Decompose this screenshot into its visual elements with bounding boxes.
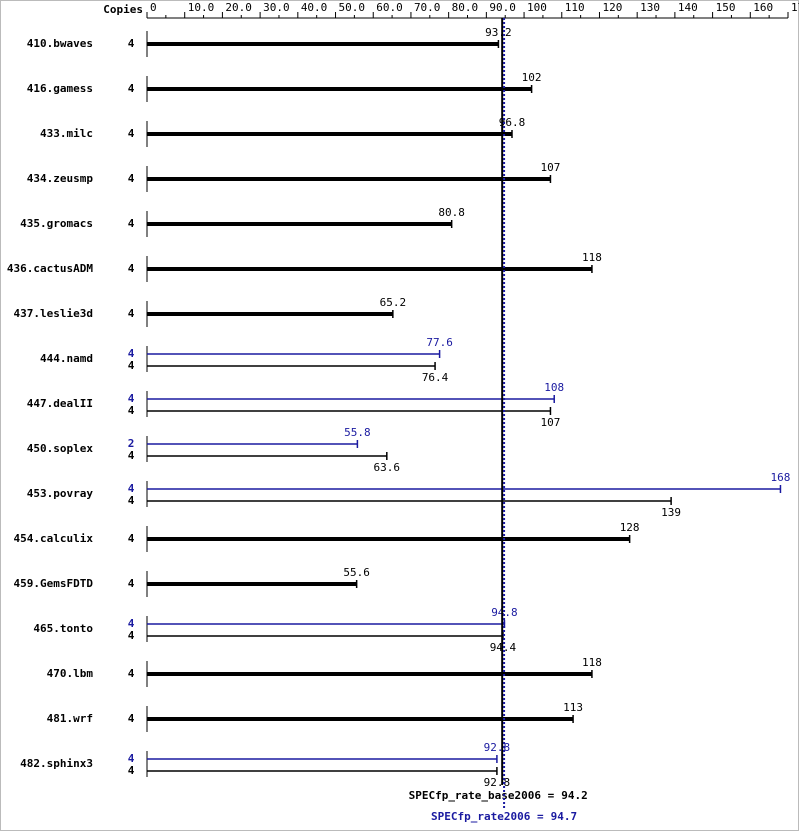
x-tick-label: 50.0 [339,1,366,14]
benchmark-label: 435.gromacs [20,217,93,230]
copies: 4 [128,764,135,777]
x-tick-label: 80.0 [452,1,479,14]
value-label: 80.8 [438,206,465,219]
copies: 4 [128,667,135,680]
reference-label-text: SPECfp_rate2006 = [431,810,544,823]
x-tick-label: 170 [791,1,799,14]
copies: 4 [128,482,135,495]
x-tick-label: 120 [602,1,622,14]
value-label: 168 [771,471,791,484]
copies: 4 [128,262,135,275]
copies: 4 [128,217,135,230]
value-label: 96.8 [499,116,526,129]
copies: 4 [128,82,135,95]
copies: 4 [128,712,135,725]
benchmark-label: 410.bwaves [27,37,93,50]
x-tick-label: 30.0 [263,1,290,14]
copies: 4 [128,449,135,462]
copies: 4 [128,37,135,50]
copies: 4 [128,347,135,360]
x-tick-label: 110 [565,1,585,14]
value-label: 92.8 [484,776,511,789]
value-label: 92.8 [484,741,511,754]
value-label: 102 [522,71,542,84]
copies: 4 [128,629,135,642]
copies: 4 [128,494,135,507]
value-label: 139 [661,506,681,519]
copies-header: Copies [103,3,143,16]
copies: 4 [128,532,135,545]
value-label: 107 [541,416,561,429]
value-label: 93.2 [485,26,512,39]
x-tick-label: 150 [716,1,736,14]
copies: 4 [128,307,135,320]
x-tick-label: 70.0 [414,1,441,14]
value-label: 107 [541,161,561,174]
x-tick-label: 160 [753,1,773,14]
value-label: 77.6 [426,336,453,349]
copies: 2 [128,437,135,450]
benchmark-label: 433.milc [40,127,93,140]
copies: 4 [128,392,135,405]
benchmark-label: 416.gamess [27,82,93,95]
value-label: 128 [620,521,640,534]
reference-label-text: SPECfp_rate_base2006 = [409,789,555,802]
x-tick-label: 130 [640,1,660,14]
x-tick-label: 40.0 [301,1,328,14]
benchmark-label: 470.lbm [47,667,94,680]
benchmark-label: 465.tonto [33,622,93,635]
benchmark-label: 482.sphinx3 [20,757,93,770]
copies: 4 [128,127,135,140]
benchmark-label: 453.povray [27,487,94,500]
value-label: 63.6 [374,461,401,474]
benchmark-label: 450.soplex [27,442,94,455]
x-tick-label: 140 [678,1,698,14]
copies: 4 [128,172,135,185]
reference-value: 94.2 [561,789,588,802]
x-tick-label: 0 [150,1,157,14]
value-label: 108 [544,381,564,394]
copies: 4 [128,617,135,630]
benchmark-label: 481.wrf [47,712,93,725]
copies: 4 [128,404,135,417]
x-tick-label: 60.0 [376,1,403,14]
benchmark-label: 434.zeusmp [27,172,94,185]
benchmark-label: 459.GemsFDTD [14,577,94,590]
copies: 4 [128,359,135,372]
value-label: 55.6 [343,566,370,579]
reference-label: SPECfp_rate2006 = 94.7 [431,810,577,823]
benchmark-label: 454.calculix [14,532,94,545]
benchmark-label: 447.dealII [27,397,93,410]
benchmark-label: 437.leslie3d [14,307,93,320]
value-label: 113 [563,701,583,714]
value-label: 94.8 [491,606,518,619]
value-label: 65.2 [380,296,407,309]
x-tick-label: 10.0 [188,1,215,14]
reference-value: 94.7 [551,810,578,823]
value-label: 76.4 [422,371,449,384]
x-tick-label: 100 [527,1,547,14]
copies: 4 [128,752,135,765]
x-tick-label: 90.0 [489,1,515,14]
value-label: 55.8 [344,426,371,439]
benchmark-label: 444.namd [40,352,93,365]
reference-label: SPECfp_rate_base2006 = 94.2 [409,789,588,802]
x-tick-label: 20.0 [225,1,252,14]
benchmark-label: 436.cactusADM [7,262,93,275]
copies: 4 [128,577,135,590]
value-label: 118 [582,251,602,264]
value-label: 118 [582,656,602,669]
